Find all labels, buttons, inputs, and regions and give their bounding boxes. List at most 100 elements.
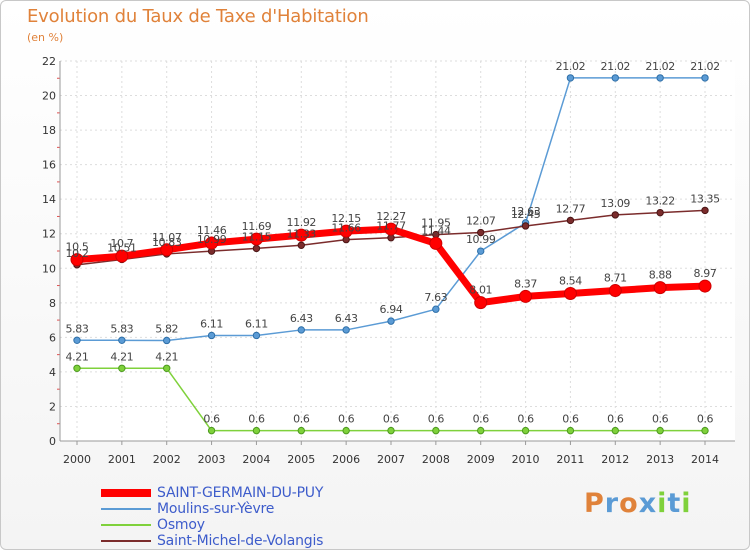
data-point <box>608 284 622 298</box>
y-tick-label: 4 <box>49 366 56 379</box>
data-point <box>73 364 81 372</box>
data-point <box>701 74 709 82</box>
data-label: 21.02 <box>645 60 675 73</box>
data-point <box>656 208 664 217</box>
data-label: 0.6 <box>652 413 669 426</box>
data-label: 0.6 <box>473 413 490 426</box>
data-label: 6.94 <box>380 303 403 316</box>
data-label: 4.21 <box>110 350 133 363</box>
data-point <box>297 326 305 334</box>
logo-letter: x <box>638 488 658 519</box>
data-label: 5.83 <box>66 322 89 335</box>
data-label: 21.02 <box>556 60 586 73</box>
data-label: 12.77 <box>556 202 586 215</box>
data-point <box>252 331 261 340</box>
data-label: 11.15 <box>242 230 272 243</box>
data-point <box>701 206 709 215</box>
x-tick-label: 2008 <box>422 453 450 466</box>
data-point <box>563 286 577 300</box>
data-point <box>521 222 530 230</box>
data-point <box>432 305 440 313</box>
data-label: 6.43 <box>335 312 358 325</box>
x-tick-label: 2005 <box>287 453 315 466</box>
data-point <box>653 281 667 295</box>
data-label: 21.02 <box>690 60 720 73</box>
y-tick-label: 22 <box>42 55 56 68</box>
data-label: 13.09 <box>601 197 631 210</box>
x-tick-label: 2012 <box>601 453 629 466</box>
data-label: 8.54 <box>559 274 582 287</box>
data-label: 12.27 <box>376 210 406 223</box>
data-point <box>701 426 709 435</box>
data-label: 6.11 <box>200 317 223 330</box>
data-label: 10.5 <box>66 241 89 254</box>
data-point <box>70 253 84 267</box>
data-point <box>477 228 485 237</box>
x-tick-label: 2010 <box>512 453 540 466</box>
data-label: 11.77 <box>376 220 406 233</box>
data-label: 6.11 <box>245 317 268 330</box>
data-label: 21.02 <box>601 60 631 73</box>
data-point <box>387 317 395 325</box>
data-point <box>698 279 712 293</box>
data-label: 8.37 <box>514 277 537 290</box>
data-point <box>73 336 81 344</box>
data-label: 8.71 <box>604 272 627 285</box>
y-tick-label: 18 <box>42 124 56 137</box>
data-label: 12.07 <box>466 215 496 228</box>
legend-swatch <box>101 508 151 510</box>
x-tick-label: 2002 <box>153 453 181 466</box>
data-point <box>249 232 263 246</box>
data-label: 11.95 <box>421 217 451 230</box>
proxiti-logo: Proxiti <box>584 488 692 519</box>
data-label: 10.83 <box>152 236 182 249</box>
data-label: 6.43 <box>290 312 313 325</box>
axes: 0 2 4 6 8 10 12 14 16 18 20 22 2000 2001 2002 2003 2004 2… <box>42 55 735 466</box>
data-label: 11.33 <box>287 227 317 240</box>
legend-swatch <box>101 524 151 526</box>
y-tick-label: 10 <box>42 262 56 275</box>
data-point <box>611 211 619 219</box>
x-tick-label: 2003 <box>198 453 226 466</box>
data-point <box>118 336 126 344</box>
data-label: 0.6 <box>517 413 534 426</box>
x-tick-label: 2006 <box>332 453 360 466</box>
data-label: 12.15 <box>331 212 361 225</box>
data-point <box>342 326 350 334</box>
logo-letter: t <box>667 488 682 519</box>
data-label: 4.21 <box>66 350 89 363</box>
data-point <box>294 228 308 242</box>
x-tick-label: 2000 <box>63 453 91 466</box>
data-label: 0.6 <box>293 413 310 426</box>
data-label: 7.63 <box>424 291 447 304</box>
data-label: 0.6 <box>607 413 624 426</box>
y-tick-label: 0 <box>49 435 56 448</box>
data-label: 0.6 <box>428 413 445 426</box>
data-point <box>160 243 174 257</box>
data-point <box>297 426 305 435</box>
legend-label: SAINT-GERMAIN-DU-PUY <box>157 485 324 501</box>
data-point <box>342 426 350 435</box>
data-point <box>163 336 171 345</box>
data-point <box>207 426 216 435</box>
data-label: 10.2 <box>66 247 89 260</box>
data-point <box>656 74 664 82</box>
legend-label: Osmoy <box>157 517 205 533</box>
y-tick-label: 2 <box>49 400 56 413</box>
y-tick-label: 8 <box>49 297 56 310</box>
data-label: 0.6 <box>248 413 265 426</box>
logo-letter: P <box>584 488 605 519</box>
logo-letter: r <box>604 488 620 519</box>
data-label: 0.6 <box>338 413 355 426</box>
data-point <box>207 331 216 340</box>
data-label: 0.6 <box>383 413 400 426</box>
data-point <box>297 241 305 250</box>
data-label: 11.69 <box>242 220 272 233</box>
data-label: 5.83 <box>110 322 133 335</box>
data-point <box>477 247 485 255</box>
x-tick-label: 2014 <box>691 453 719 466</box>
data-point <box>432 426 440 435</box>
data-label: 10.7 <box>110 237 133 250</box>
data-label: 11.07 <box>152 231 182 244</box>
data-label: 5.82 <box>155 322 178 335</box>
